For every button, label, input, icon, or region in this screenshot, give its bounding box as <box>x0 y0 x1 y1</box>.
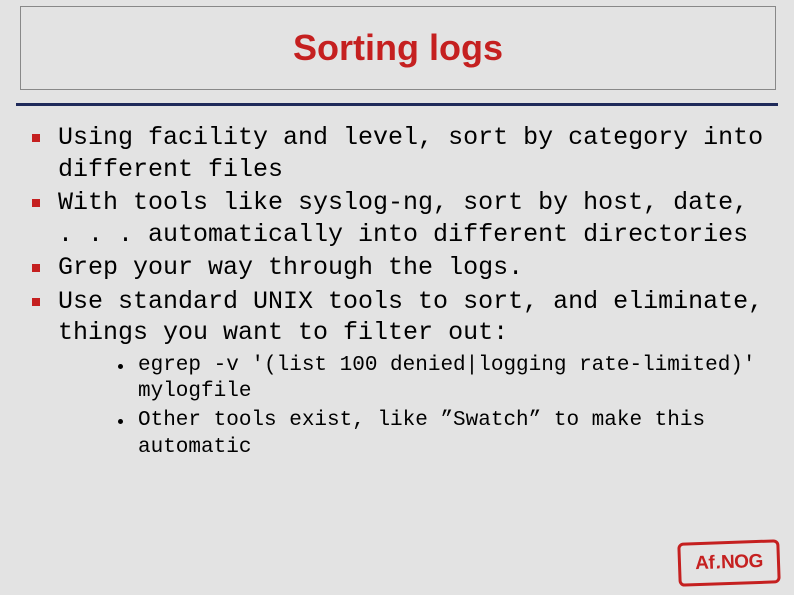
slide-body: Using facility and level, sort by catego… <box>24 122 774 464</box>
bullet-item: With tools like syslog-ng, sort by host,… <box>24 187 774 250</box>
horizontal-rule <box>16 103 778 106</box>
sub-bullet-list: egrep -v '(list 100 denied|logging rate-… <box>58 353 774 463</box>
bullet-item: Use standard UNIX tools to sort, and eli… <box>24 286 774 463</box>
bullet-text: With tools like syslog-ng, sort by host,… <box>58 188 748 249</box>
afnog-logo: Af.NOG <box>677 539 780 587</box>
sub-bullet-text: egrep -v '(list 100 denied|logging rate-… <box>138 354 756 404</box>
bullet-text: Using facility and level, sort by catego… <box>58 123 763 184</box>
bullet-list: Using facility and level, sort by catego… <box>24 122 774 462</box>
slide-title: Sorting logs <box>293 27 503 69</box>
sub-bullet-item: egrep -v '(list 100 denied|logging rate-… <box>114 353 774 407</box>
bullet-text: Grep your way through the logs. <box>58 253 523 282</box>
sub-bullet-item: Other tools exist, like ”Swatch” to make… <box>114 408 774 462</box>
sub-bullet-text: Other tools exist, like ”Swatch” to make… <box>138 409 705 459</box>
bullet-item: Using facility and level, sort by catego… <box>24 122 774 185</box>
logo-text-nog: NOG <box>721 551 764 574</box>
slide: Sorting logs Using facility and level, s… <box>0 0 794 595</box>
logo-text-af: Af <box>695 553 715 576</box>
bullet-item: Grep your way through the logs. <box>24 252 774 284</box>
bullet-text: Use standard UNIX tools to sort, and eli… <box>58 287 763 348</box>
title-block: Sorting logs <box>20 6 776 90</box>
